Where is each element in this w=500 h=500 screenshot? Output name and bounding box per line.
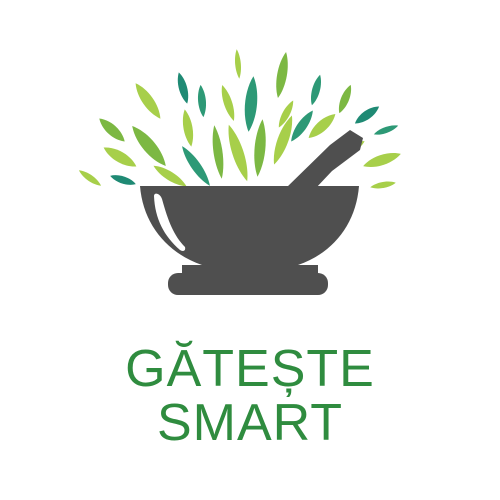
mortar-bowl xyxy=(140,186,359,295)
mortar-and-pestle-with-herbs-icon xyxy=(77,49,403,295)
pestle xyxy=(286,130,363,189)
brand-text-line-1: GĂTEȘTE xyxy=(125,340,375,398)
herb-leaves xyxy=(77,49,403,191)
brand-text-line-2: SMART xyxy=(156,394,344,452)
